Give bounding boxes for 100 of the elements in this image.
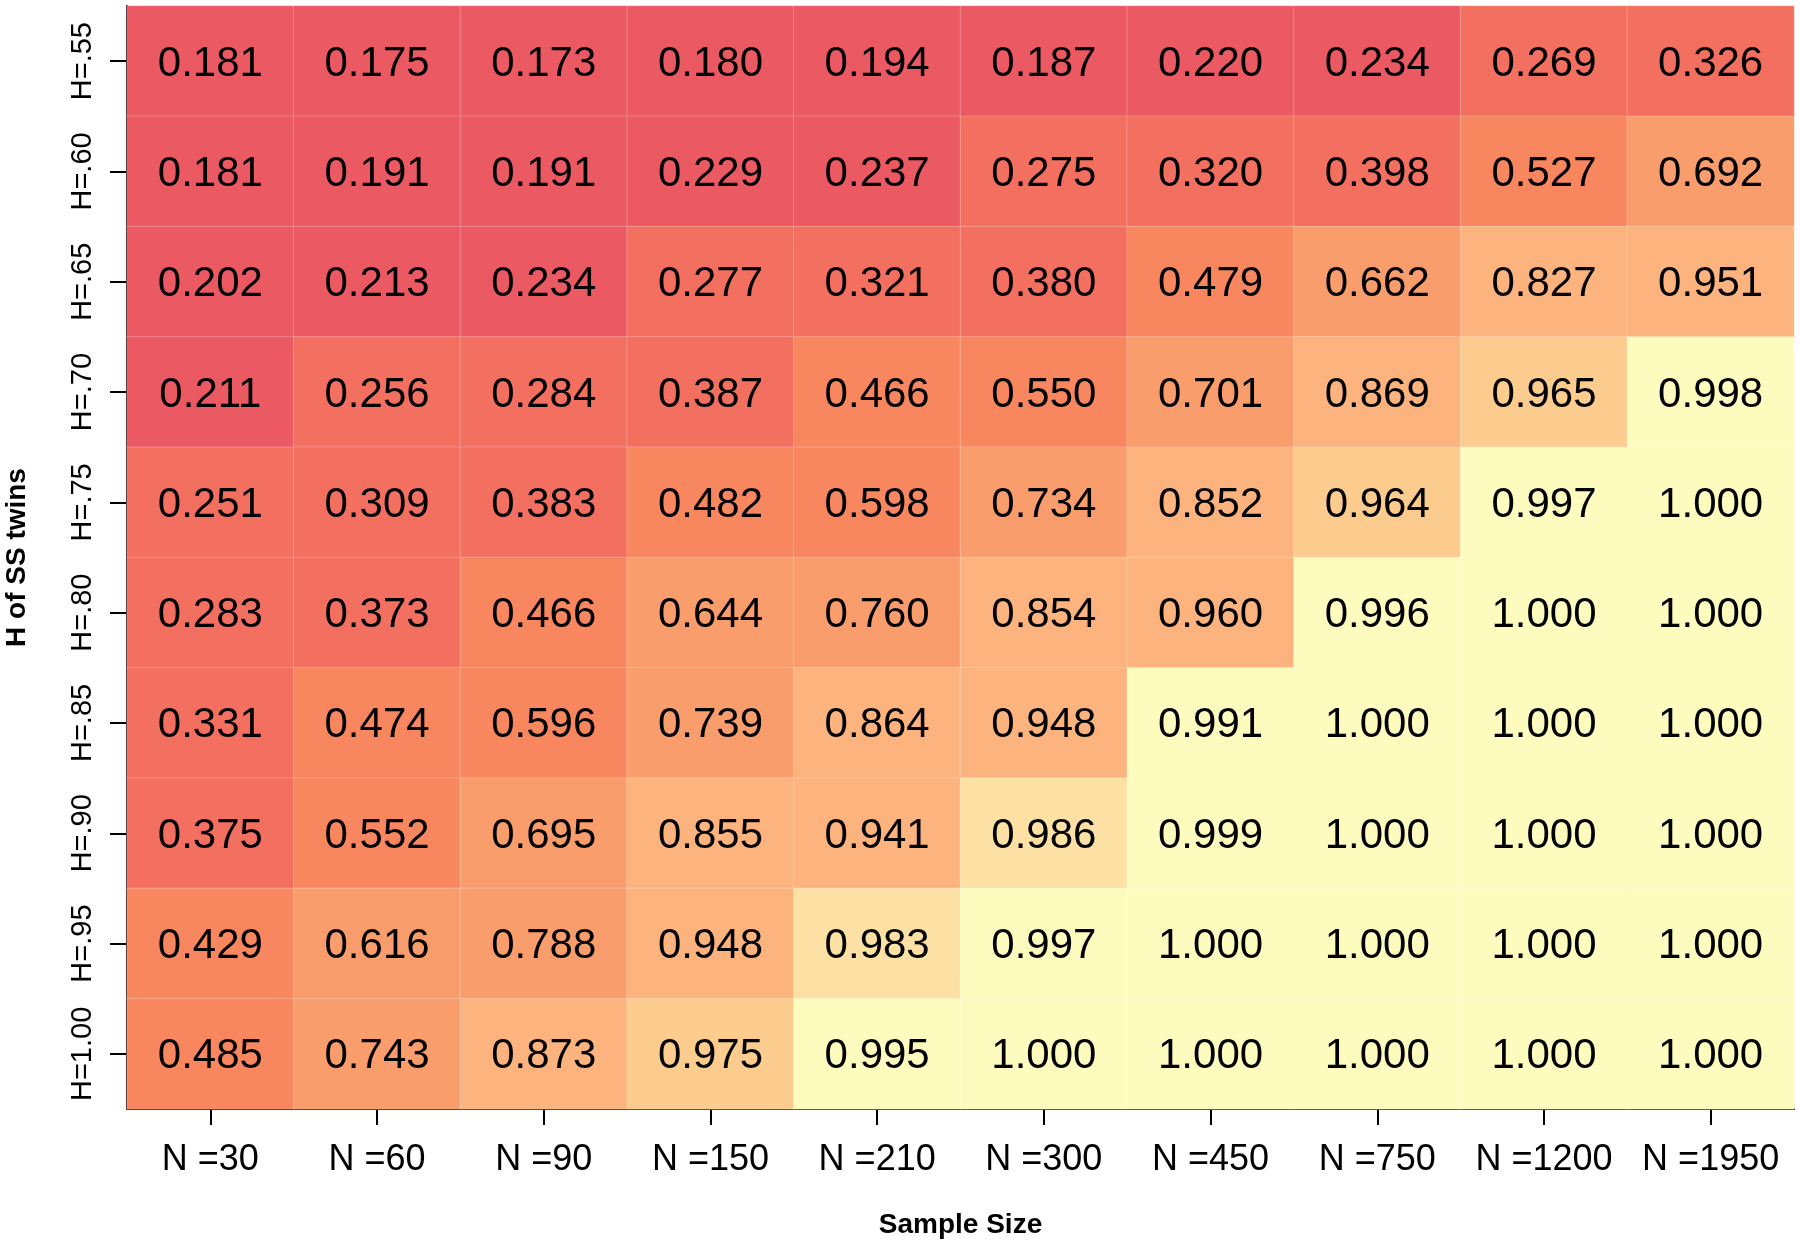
data-label: 0.275: [991, 147, 1097, 195]
data-label: 1.000: [1491, 809, 1597, 857]
x-tick-label: N =30: [161, 1136, 259, 1178]
data-label: 1.000: [1324, 920, 1430, 968]
data-label: 0.998: [1658, 368, 1764, 416]
y-tick-label: H=.75: [64, 463, 97, 542]
data-label: 0.220: [1158, 37, 1264, 85]
data-label: 0.320: [1158, 147, 1264, 195]
data-label: 0.251: [157, 478, 263, 526]
data-label: 0.960: [1158, 589, 1264, 637]
data-label: 0.269: [1491, 37, 1597, 85]
data-label: 0.941: [824, 809, 930, 857]
data-label: 0.375: [157, 809, 263, 857]
x-tick-label: N =210: [818, 1136, 936, 1178]
data-label: 1.000: [1658, 809, 1764, 857]
data-label: 1.000: [1158, 1030, 1264, 1078]
data-label: 0.180: [657, 37, 763, 85]
data-label: 0.173: [491, 37, 597, 85]
data-label: 0.788: [491, 920, 597, 968]
data-label: 1.000: [1324, 1030, 1430, 1078]
x-tick-label: N =1200: [1475, 1136, 1613, 1178]
data-label: 0.429: [157, 920, 263, 968]
data-label: 0.948: [657, 920, 763, 968]
data-label: 0.964: [1324, 478, 1430, 526]
data-label: 0.552: [324, 809, 430, 857]
data-label: 0.256: [324, 368, 430, 416]
y-tick-label: H=.80: [64, 573, 97, 652]
y-tick-label: H=.70: [64, 352, 97, 432]
data-label: 0.331: [157, 699, 263, 747]
data-label: 1.000: [1491, 1030, 1597, 1078]
data-label: 0.187: [991, 37, 1097, 85]
x-tick-label: N =750: [1318, 1136, 1436, 1178]
data-label: 0.948: [991, 699, 1097, 747]
data-label: 0.983: [824, 920, 930, 968]
x-tick-label: N =90: [495, 1136, 593, 1178]
data-label: 0.743: [324, 1030, 430, 1078]
data-label: 0.383: [491, 478, 597, 526]
data-label: 0.194: [824, 37, 930, 85]
data-label: 0.550: [991, 368, 1097, 416]
x-axis-title: Sample Size: [878, 1207, 1043, 1239]
y-tick-label: H=.95: [64, 904, 97, 983]
data-label: 0.991: [1158, 699, 1264, 747]
x-tick-label: N =150: [651, 1136, 769, 1178]
data-label: 0.237: [824, 147, 930, 195]
data-label: 0.951: [1658, 258, 1764, 306]
data-label: 0.175: [324, 37, 430, 85]
y-tick-label: H=.65: [64, 242, 97, 321]
data-label: 0.181: [157, 37, 263, 85]
data-label: 1.000: [1491, 920, 1597, 968]
data-label: 0.695: [491, 809, 597, 857]
data-label: 0.864: [824, 699, 930, 747]
y-tick-label: H=.85: [64, 683, 97, 763]
data-label: 0.326: [1658, 37, 1764, 85]
data-label: 0.644: [657, 589, 763, 637]
data-label: 0.662: [1324, 258, 1430, 306]
data-label: 0.996: [1324, 589, 1430, 637]
data-label: 0.482: [657, 478, 763, 526]
data-label: 1.000: [991, 1030, 1097, 1078]
data-label: 0.965: [1491, 368, 1597, 416]
data-label: 0.999: [1158, 809, 1264, 857]
x-tick-label: N =60: [328, 1136, 426, 1178]
data-label: 0.598: [824, 478, 930, 526]
data-label: 0.869: [1324, 368, 1430, 416]
data-label: 0.277: [657, 258, 763, 306]
data-label: 0.873: [491, 1030, 597, 1078]
data-label: 0.986: [991, 809, 1097, 857]
data-label: 1.000: [1658, 699, 1764, 747]
data-label: 0.485: [157, 1030, 263, 1078]
data-label: 0.373: [324, 589, 430, 637]
data-label: 0.191: [491, 147, 597, 195]
data-label: 1.000: [1658, 1030, 1764, 1078]
y-axis-title: H of SS twins: [0, 468, 31, 647]
data-label: 0.692: [1658, 147, 1764, 195]
data-label: 0.596: [491, 699, 597, 747]
data-label: 0.398: [1324, 147, 1430, 195]
data-label: 0.309: [324, 478, 430, 526]
data-label: 0.321: [824, 258, 930, 306]
data-label: 0.284: [491, 368, 597, 416]
data-label: 0.387: [657, 368, 763, 416]
data-label: 1.000: [1324, 699, 1430, 747]
data-label: 0.527: [1491, 147, 1597, 195]
data-label: 0.229: [657, 147, 763, 195]
data-label: 0.466: [824, 368, 930, 416]
data-label: 0.191: [324, 147, 430, 195]
data-label: 0.181: [157, 147, 263, 195]
data-label: 0.975: [657, 1030, 763, 1078]
data-label: 0.234: [1324, 37, 1430, 85]
data-label: 0.760: [824, 589, 930, 637]
data-label: 1.000: [1324, 809, 1430, 857]
data-label: 0.855: [657, 809, 763, 857]
data-label: 1.000: [1658, 589, 1764, 637]
y-tick-label: H=.90: [64, 794, 97, 873]
y-tick-label: H=.55: [64, 22, 97, 101]
data-label: 0.852: [1158, 478, 1264, 526]
data-label: 1.000: [1658, 478, 1764, 526]
data-label: 0.234: [491, 258, 597, 306]
data-label: 0.202: [157, 258, 263, 306]
data-label: 1.000: [1158, 920, 1264, 968]
data-label: 0.997: [991, 920, 1097, 968]
data-label: 1.000: [1491, 589, 1597, 637]
